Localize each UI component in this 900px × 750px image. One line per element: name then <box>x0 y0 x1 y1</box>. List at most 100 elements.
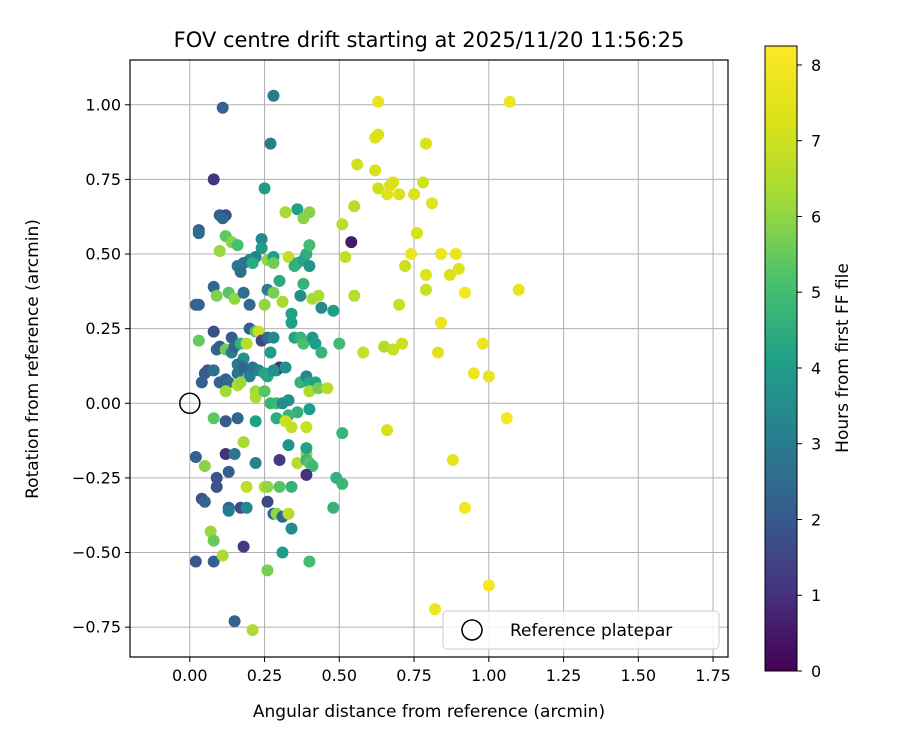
scatter-points <box>189 89 525 637</box>
x-tick-label: 0.25 <box>247 666 283 685</box>
legend-marker <box>461 619 483 641</box>
data-point <box>303 555 316 568</box>
data-point <box>339 251 352 263</box>
data-point <box>222 465 235 478</box>
data-point <box>333 337 346 350</box>
data-point <box>219 385 232 398</box>
data-point <box>420 268 432 281</box>
data-point <box>458 286 471 299</box>
data-point <box>264 346 277 359</box>
data-point <box>258 385 271 398</box>
data-point <box>303 206 316 219</box>
data-point <box>189 555 202 568</box>
data-point <box>309 337 322 350</box>
data-point <box>348 200 361 213</box>
x-tick-label: 0.75 <box>396 666 432 685</box>
data-point <box>294 289 307 302</box>
data-point <box>198 495 211 508</box>
legend-box <box>442 610 720 650</box>
data-point <box>213 245 226 257</box>
data-point <box>345 236 358 249</box>
data-point <box>240 480 253 493</box>
data-point <box>276 546 289 559</box>
data-point <box>249 457 262 469</box>
data-point <box>219 415 232 428</box>
data-point <box>282 507 295 520</box>
data-point <box>500 412 513 425</box>
data-point <box>207 534 220 547</box>
data-point <box>279 206 292 219</box>
colorbar-gradient <box>764 45 798 672</box>
chart-title: FOV centre drift starting at 2025/11/20 … <box>174 28 685 52</box>
data-point <box>210 471 223 484</box>
data-point <box>192 334 205 347</box>
data-point <box>210 480 223 493</box>
data-point <box>476 337 489 350</box>
data-point <box>399 260 412 272</box>
data-point <box>249 415 262 428</box>
data-point <box>503 95 516 108</box>
data-point <box>482 370 495 383</box>
data-point <box>336 218 349 231</box>
x-tick-label: 1.75 <box>695 666 731 685</box>
data-point <box>207 173 220 186</box>
x-tick-label: 1.50 <box>620 666 656 685</box>
data-point <box>231 239 244 252</box>
data-point <box>420 283 432 296</box>
data-point <box>303 403 316 416</box>
data-point <box>198 460 211 472</box>
data-point <box>273 274 286 287</box>
data-point <box>279 361 292 374</box>
y-tick-label: −0.75 <box>72 618 121 637</box>
data-point <box>282 439 295 452</box>
data-point <box>429 603 441 616</box>
data-point <box>267 331 280 344</box>
data-point <box>267 364 280 377</box>
data-point <box>336 427 349 440</box>
y-axis-ticks: −0.75 −0.50 −0.25 0.00 0.25 0.50 0.75 1.00 <box>72 95 130 637</box>
data-point <box>443 268 456 281</box>
data-point <box>228 292 241 305</box>
data-point <box>411 227 423 240</box>
data-point <box>228 448 241 460</box>
colorbar-tick-label: 1 <box>811 586 821 605</box>
data-point <box>276 295 289 308</box>
data-point <box>210 289 223 302</box>
data-point <box>267 286 280 299</box>
data-point <box>446 454 459 466</box>
data-point <box>291 203 304 216</box>
data-point <box>237 436 250 449</box>
data-point <box>285 316 298 329</box>
colorbar-tick-label: 3 <box>811 435 821 454</box>
data-point <box>387 343 400 356</box>
data-point <box>393 298 406 311</box>
data-point <box>285 480 298 493</box>
data-point <box>282 394 295 407</box>
data-point <box>228 615 241 628</box>
x-axis-ticks: 0.00 0.25 0.50 0.75 1.00 1.25 1.50 1.75 <box>172 657 731 685</box>
data-point <box>393 188 406 201</box>
data-point <box>189 298 202 311</box>
data-point <box>240 337 253 350</box>
data-point <box>240 501 253 514</box>
data-point <box>234 265 247 278</box>
data-point <box>449 248 462 260</box>
colorbar-tick-label: 8 <box>811 56 821 75</box>
y-tick-label: 0.50 <box>85 245 121 264</box>
data-point <box>372 128 385 141</box>
data-point <box>297 277 310 290</box>
data-point <box>285 522 298 535</box>
data-point <box>285 421 298 434</box>
y-tick-label: −0.25 <box>72 468 121 487</box>
data-point <box>312 289 325 302</box>
data-point <box>408 188 421 201</box>
data-point <box>348 289 361 302</box>
data-point <box>369 164 382 177</box>
colorbar-tick-label: 5 <box>811 283 821 302</box>
data-point <box>315 301 328 314</box>
data-point <box>267 89 280 102</box>
y-tick-label: 0.00 <box>85 394 121 413</box>
plot-frame <box>129 59 729 658</box>
data-point <box>258 182 271 195</box>
